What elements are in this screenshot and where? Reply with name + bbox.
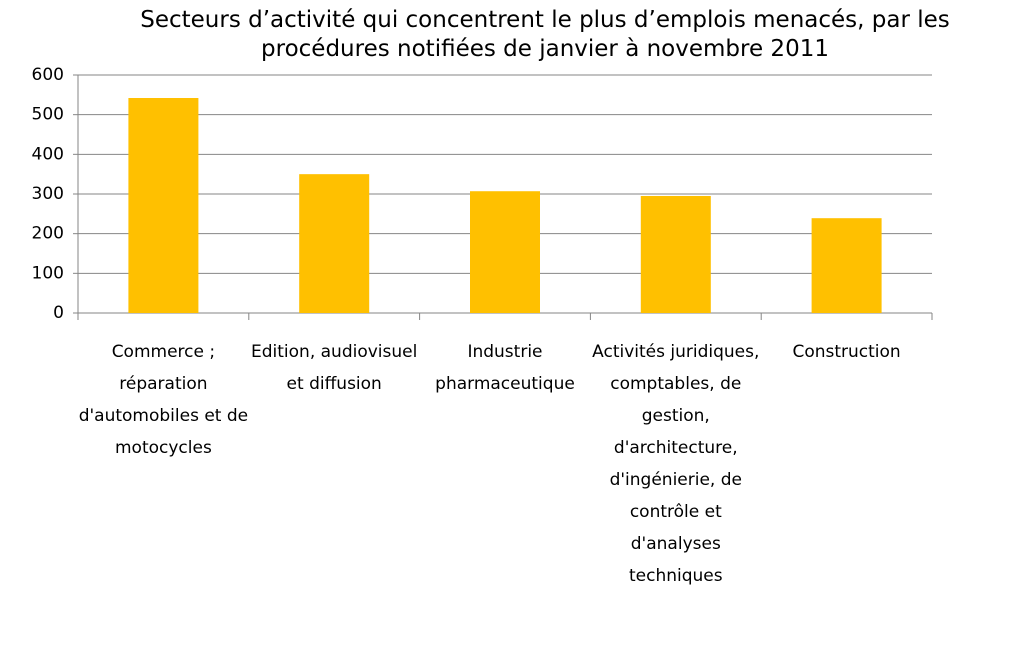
- x-tick-label: Construction: [792, 342, 901, 362]
- y-tick-label: 500: [32, 105, 64, 125]
- bar: [299, 174, 370, 313]
- y-tick-label: 300: [32, 184, 64, 204]
- chart-title: Secteurs d’activité qui concentrent le p…: [140, 7, 950, 62]
- y-tick-label: 400: [32, 144, 64, 164]
- bar: [640, 195, 711, 313]
- x-tick-label: Industrie pharmaceutique: [435, 342, 575, 394]
- bar: [128, 98, 199, 313]
- y-tick-label: 600: [32, 65, 64, 85]
- bar: [811, 218, 882, 313]
- x-tick-label: Activités juridiques, comptables, de ges…: [592, 342, 760, 586]
- x-tick-label: Edition, audiovisuel et diffusion: [251, 342, 418, 394]
- y-tick-label: 200: [32, 224, 64, 244]
- x-tick-label: Commerce ; réparation d'automobiles et d…: [78, 342, 249, 458]
- bar: [470, 191, 540, 313]
- y-tick-label: 100: [32, 263, 64, 283]
- y-tick-label: 0: [53, 303, 64, 323]
